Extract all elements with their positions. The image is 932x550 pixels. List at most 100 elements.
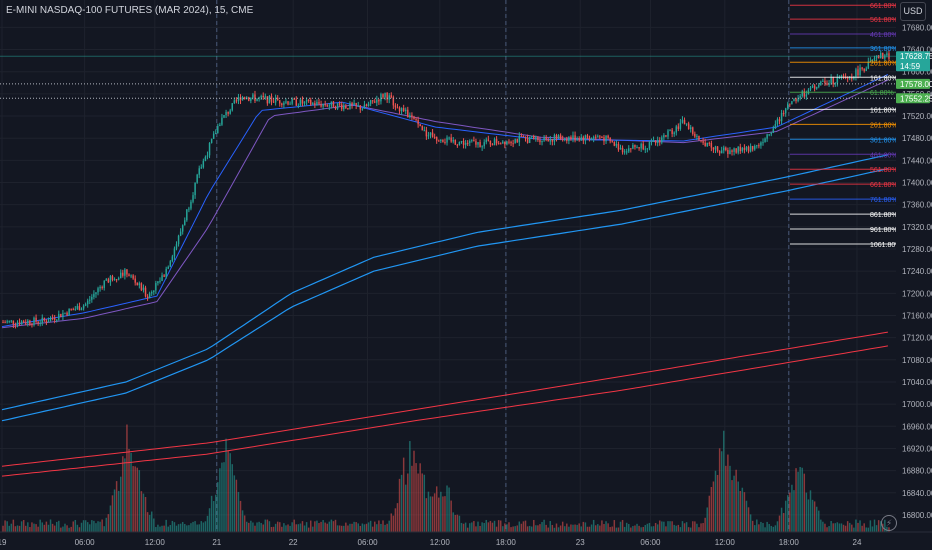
candle-body[interactable] bbox=[431, 132, 434, 137]
candle-body[interactable] bbox=[322, 103, 324, 107]
candle-body[interactable] bbox=[78, 306, 81, 311]
candle-body[interactable] bbox=[70, 308, 72, 310]
candle-body[interactable] bbox=[299, 99, 302, 106]
candle-body[interactable] bbox=[582, 137, 585, 141]
candle-body[interactable] bbox=[144, 287, 147, 297]
candle-body[interactable] bbox=[568, 137, 570, 142]
candle-body[interactable] bbox=[376, 99, 378, 103]
candle-body[interactable] bbox=[491, 144, 494, 146]
candle-body[interactable] bbox=[266, 96, 269, 104]
candle-body[interactable] bbox=[388, 95, 390, 100]
candle-body[interactable] bbox=[652, 140, 655, 142]
candle-body[interactable] bbox=[378, 99, 380, 102]
candle-body[interactable] bbox=[417, 119, 419, 125]
candle-body[interactable] bbox=[80, 308, 83, 311]
candle-body[interactable] bbox=[751, 145, 754, 150]
candle-body[interactable] bbox=[115, 279, 118, 281]
candle-body[interactable] bbox=[584, 135, 587, 141]
candle-body[interactable] bbox=[564, 138, 566, 141]
candle-body[interactable] bbox=[720, 150, 723, 154]
candle-body[interactable] bbox=[181, 225, 184, 232]
candle-body[interactable] bbox=[101, 286, 103, 288]
candle-body[interactable] bbox=[555, 135, 558, 139]
candle-body[interactable] bbox=[853, 77, 855, 79]
candle-body[interactable] bbox=[778, 119, 781, 122]
candle-body[interactable] bbox=[392, 97, 395, 106]
candle-body[interactable] bbox=[37, 321, 39, 324]
candle-body[interactable] bbox=[588, 137, 591, 140]
candle-body[interactable] bbox=[797, 98, 799, 102]
candle-body[interactable] bbox=[683, 119, 686, 125]
candle-body[interactable] bbox=[481, 146, 483, 148]
candle-body[interactable] bbox=[801, 91, 803, 97]
candle-body[interactable] bbox=[696, 135, 698, 137]
candle-body[interactable] bbox=[68, 308, 70, 316]
candle-body[interactable] bbox=[165, 268, 167, 277]
candle-body[interactable] bbox=[206, 155, 209, 157]
candle-body[interactable] bbox=[140, 283, 143, 291]
candle-body[interactable] bbox=[22, 321, 25, 323]
candle-body[interactable] bbox=[469, 140, 471, 143]
candle-body[interactable] bbox=[433, 136, 436, 138]
candle-body[interactable] bbox=[293, 98, 295, 100]
candle-body[interactable] bbox=[774, 124, 777, 129]
candle-body[interactable] bbox=[570, 137, 572, 140]
candle-body[interactable] bbox=[89, 299, 91, 301]
candle-body[interactable] bbox=[725, 147, 727, 151]
candle-body[interactable] bbox=[460, 140, 463, 142]
candle-body[interactable] bbox=[351, 102, 353, 105]
candle-body[interactable] bbox=[625, 151, 628, 153]
candle-body[interactable] bbox=[502, 141, 504, 144]
candle-body[interactable] bbox=[409, 115, 411, 118]
candle-body[interactable] bbox=[425, 130, 428, 137]
candle-body[interactable] bbox=[215, 133, 217, 135]
candle-body[interactable] bbox=[745, 146, 748, 150]
candle-body[interactable] bbox=[198, 168, 200, 175]
candle-body[interactable] bbox=[603, 137, 605, 142]
candle-body[interactable] bbox=[466, 142, 469, 144]
candle-body[interactable] bbox=[632, 145, 634, 149]
candle-body[interactable] bbox=[153, 290, 155, 293]
candle-body[interactable] bbox=[489, 140, 492, 145]
candle-body[interactable] bbox=[380, 94, 382, 102]
candle-body[interactable] bbox=[398, 107, 401, 112]
candle-body[interactable] bbox=[733, 148, 735, 152]
candle-body[interactable] bbox=[559, 135, 562, 140]
candle-body[interactable] bbox=[818, 85, 820, 87]
candle-body[interactable] bbox=[747, 146, 750, 152]
candle-body[interactable] bbox=[310, 99, 312, 105]
candle-body[interactable] bbox=[355, 103, 357, 106]
candle-body[interactable] bbox=[487, 139, 490, 141]
candle-body[interactable] bbox=[754, 145, 756, 150]
candle-body[interactable] bbox=[727, 150, 729, 155]
candle-body[interactable] bbox=[638, 147, 640, 149]
candle-body[interactable] bbox=[202, 160, 205, 168]
candle-body[interactable] bbox=[285, 101, 287, 103]
candle-body[interactable] bbox=[749, 145, 752, 152]
candle-body[interactable] bbox=[879, 52, 882, 59]
candle-body[interactable] bbox=[148, 293, 151, 299]
candle-body[interactable] bbox=[328, 105, 331, 107]
candle-body[interactable] bbox=[735, 148, 737, 153]
candle-body[interactable] bbox=[221, 117, 223, 125]
candle-body[interactable] bbox=[307, 99, 310, 101]
candle-body[interactable] bbox=[714, 146, 717, 150]
candle-body[interactable] bbox=[553, 135, 556, 142]
candle-body[interactable] bbox=[483, 142, 485, 147]
candle-body[interactable] bbox=[832, 77, 834, 85]
candle-body[interactable] bbox=[150, 292, 153, 294]
candle-body[interactable] bbox=[524, 136, 527, 138]
candle-body[interactable] bbox=[520, 135, 523, 137]
candle-body[interactable] bbox=[576, 138, 578, 141]
candle-body[interactable] bbox=[86, 300, 89, 305]
time-axis[interactable]: 19 06:00 12:00 21 22 06:00 12:00 18:00 23 06:00 12… bbox=[0, 531, 932, 550]
candle-body[interactable] bbox=[111, 276, 114, 280]
candle-body[interactable] bbox=[157, 281, 159, 284]
candle-body[interactable] bbox=[815, 86, 818, 89]
candle-body[interactable] bbox=[826, 83, 828, 85]
candle-body[interactable] bbox=[665, 135, 667, 137]
candle-body[interactable] bbox=[336, 103, 339, 109]
candle-body[interactable] bbox=[504, 141, 506, 145]
candle-body[interactable] bbox=[458, 141, 461, 145]
candle-body[interactable] bbox=[716, 146, 719, 152]
